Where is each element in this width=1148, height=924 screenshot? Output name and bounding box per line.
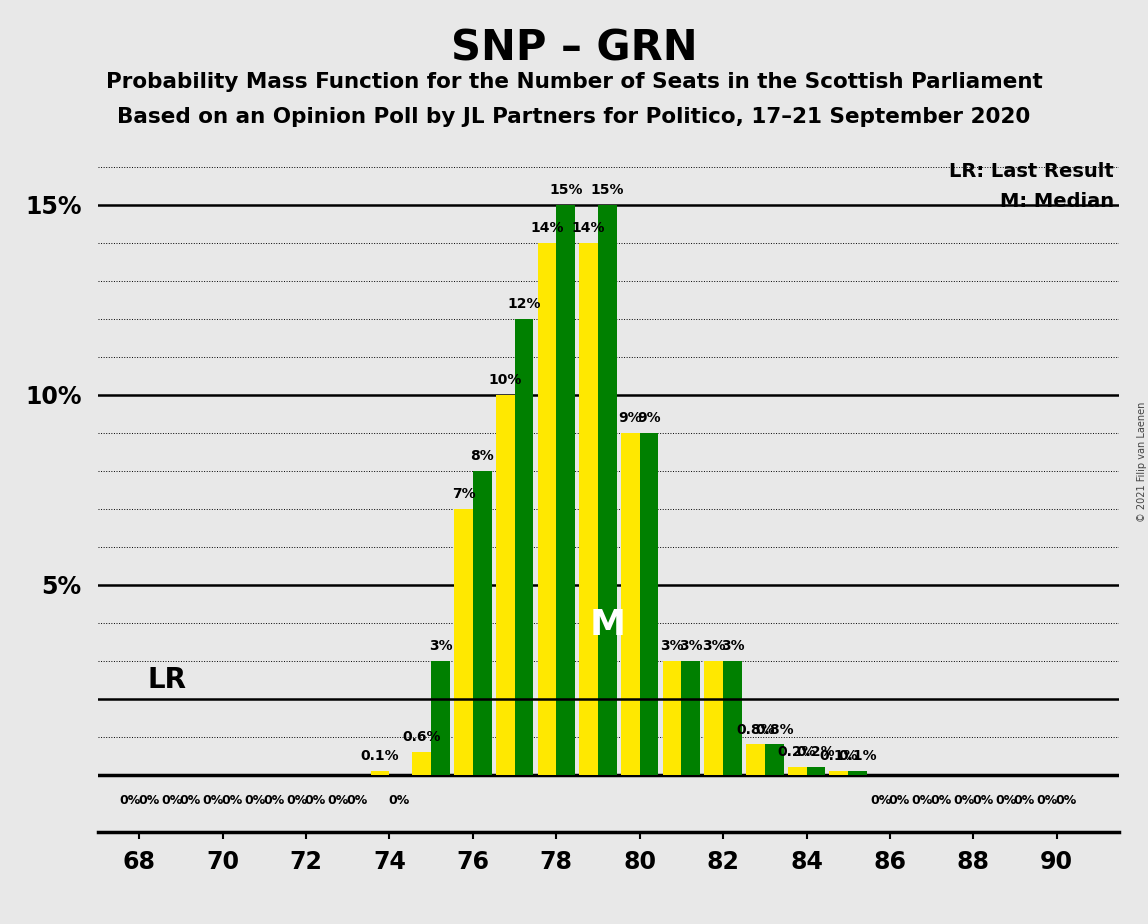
Text: Probability Mass Function for the Number of Seats in the Scottish Parliament: Probability Mass Function for the Number… bbox=[106, 72, 1042, 92]
Text: 3%: 3% bbox=[660, 639, 684, 653]
Text: 0%: 0% bbox=[119, 794, 140, 807]
Text: 3%: 3% bbox=[701, 639, 726, 653]
Text: 0%: 0% bbox=[388, 794, 410, 807]
Text: 0%: 0% bbox=[995, 794, 1016, 807]
Text: 0.8%: 0.8% bbox=[736, 723, 775, 736]
Text: 0%: 0% bbox=[305, 794, 326, 807]
Text: LR: Last Result: LR: Last Result bbox=[949, 162, 1115, 180]
Text: 0%: 0% bbox=[328, 794, 349, 807]
Text: 0.6%: 0.6% bbox=[403, 730, 441, 744]
Bar bbox=[765, 744, 784, 774]
Text: 0%: 0% bbox=[1014, 794, 1035, 807]
Text: 0%: 0% bbox=[1055, 794, 1077, 807]
Text: 0%: 0% bbox=[1037, 794, 1058, 807]
Bar bbox=[514, 319, 534, 774]
Text: 7%: 7% bbox=[451, 487, 475, 501]
Text: 0%: 0% bbox=[161, 794, 183, 807]
Text: 14%: 14% bbox=[572, 221, 605, 236]
Text: Based on an Opinion Poll by JL Partners for Politico, 17–21 September 2020: Based on an Opinion Poll by JL Partners … bbox=[117, 107, 1031, 128]
Text: 0%: 0% bbox=[870, 794, 891, 807]
Bar bbox=[432, 661, 450, 774]
Text: 10%: 10% bbox=[489, 373, 522, 387]
Bar bbox=[412, 752, 432, 774]
Bar bbox=[557, 205, 575, 774]
Bar bbox=[807, 767, 825, 774]
Text: LR: LR bbox=[148, 666, 187, 694]
Bar bbox=[788, 767, 807, 774]
Text: SNP – GRN: SNP – GRN bbox=[451, 28, 697, 69]
Text: 0%: 0% bbox=[286, 794, 308, 807]
Text: 0%: 0% bbox=[203, 794, 224, 807]
Bar bbox=[371, 771, 389, 774]
Text: 0%: 0% bbox=[138, 794, 160, 807]
Text: 0%: 0% bbox=[912, 794, 933, 807]
Bar bbox=[455, 509, 473, 774]
Text: 0%: 0% bbox=[930, 794, 952, 807]
Bar bbox=[662, 661, 682, 774]
Text: 0%: 0% bbox=[222, 794, 242, 807]
Bar bbox=[621, 432, 639, 774]
Text: 0.1%: 0.1% bbox=[360, 749, 400, 763]
Text: M: Median: M: Median bbox=[1000, 192, 1115, 212]
Text: 0.1%: 0.1% bbox=[820, 749, 859, 763]
Bar bbox=[723, 661, 742, 774]
Text: 0.1%: 0.1% bbox=[838, 749, 877, 763]
Text: 12%: 12% bbox=[507, 298, 541, 311]
Bar bbox=[830, 771, 848, 774]
Bar bbox=[537, 243, 557, 774]
Bar bbox=[639, 432, 659, 774]
Text: 15%: 15% bbox=[549, 183, 582, 197]
Bar bbox=[682, 661, 700, 774]
Text: 3%: 3% bbox=[721, 639, 744, 653]
Text: 9%: 9% bbox=[637, 411, 661, 425]
Bar bbox=[848, 771, 867, 774]
Text: 8%: 8% bbox=[471, 449, 494, 463]
Text: 0%: 0% bbox=[972, 794, 993, 807]
Text: 9%: 9% bbox=[619, 411, 642, 425]
Text: 0%: 0% bbox=[953, 794, 975, 807]
Text: 0.2%: 0.2% bbox=[797, 746, 836, 760]
Text: 0%: 0% bbox=[263, 794, 285, 807]
Text: 0.2%: 0.2% bbox=[778, 746, 816, 760]
Text: 0.8%: 0.8% bbox=[755, 723, 793, 736]
Bar bbox=[473, 470, 491, 774]
Text: 0%: 0% bbox=[889, 794, 910, 807]
Bar bbox=[746, 744, 765, 774]
Text: 0%: 0% bbox=[180, 794, 201, 807]
Bar bbox=[705, 661, 723, 774]
Bar bbox=[496, 395, 514, 774]
Text: 3%: 3% bbox=[428, 639, 452, 653]
Text: 14%: 14% bbox=[530, 221, 564, 236]
Bar bbox=[598, 205, 616, 774]
Bar bbox=[580, 243, 598, 774]
Text: 0%: 0% bbox=[245, 794, 265, 807]
Text: 15%: 15% bbox=[591, 183, 625, 197]
Text: M: M bbox=[589, 608, 626, 641]
Text: 0%: 0% bbox=[347, 794, 367, 807]
Text: 3%: 3% bbox=[678, 639, 703, 653]
Text: © 2021 Filip van Laenen: © 2021 Filip van Laenen bbox=[1137, 402, 1147, 522]
